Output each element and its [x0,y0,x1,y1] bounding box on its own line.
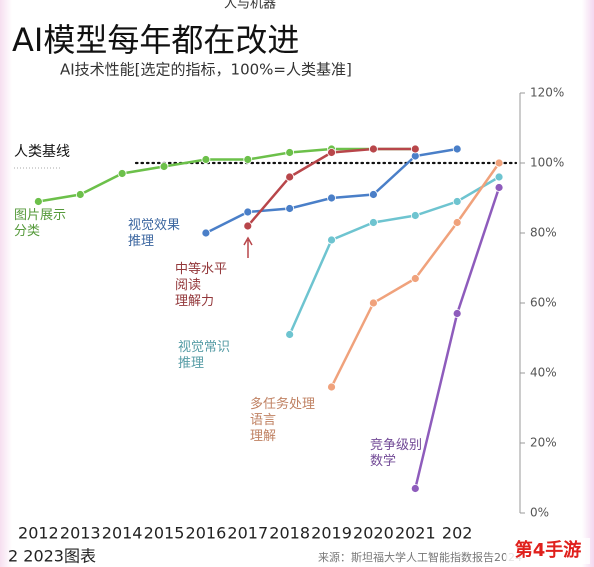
data-point [452,309,462,318]
data-point [285,148,295,157]
x-tick-label: 2012 [18,524,59,543]
y-tick-label: 20% [530,436,557,450]
x-tick-label: 2015 [144,524,185,543]
chart-subtitle: AI技术性能[选定的指标，100%=人类基准] [60,61,352,79]
data-point [285,204,295,213]
series-label: 多任务处理 语言 理解 [250,397,316,444]
arrow [243,236,253,258]
x-tick-label: 2017 [227,524,268,543]
data-point [494,183,504,192]
data-point [452,218,462,227]
data-point [285,330,295,339]
y-tick-label: 120% [530,86,564,100]
data-point [410,211,420,220]
series-label: 中等水平 阅读 理解力 [175,262,228,309]
x-tick-label: 2018 [269,524,310,543]
data-point [369,144,378,154]
header: 人与机器 [224,0,276,12]
series-label: 视觉效果 推理 [128,218,181,249]
x-tick-label: 2014 [102,524,143,543]
data-point [33,197,43,206]
x-tick-label: 2016 [186,524,227,543]
data-point [201,228,211,238]
chart-title: AI模型每年都在改进 [12,21,299,59]
data-point [117,169,127,178]
data-point [327,148,336,157]
data-point [369,218,378,227]
data-point [159,162,169,171]
data-point [452,197,462,206]
series-line [205,147,458,235]
y-tick-label: 100% [530,156,564,170]
footer-left: 2 2023图表 [8,547,96,566]
data-point [201,155,211,164]
data-point [243,207,253,217]
data-point [327,235,336,245]
series-label: 竞争级别 数学 [370,438,423,469]
data-point [452,144,462,154]
data-point [410,484,420,493]
x-tick-label: 2019 [311,524,352,543]
logo: 第4手游 [515,539,582,561]
x-tick-label: 202 [442,524,473,543]
data-point [285,172,295,182]
data-point [243,221,253,231]
data-point [494,172,504,182]
y-tick-label: 0% [530,506,549,520]
y-tick-label: 40% [530,366,557,380]
baseline-label: 人类基线 [14,143,70,160]
series-line [38,147,416,203]
data-point [369,298,378,308]
data-point [327,193,336,203]
data-point [327,382,336,392]
logo-bg [506,538,590,564]
series-line [246,147,416,227]
data-point [410,144,420,154]
data-point [410,274,420,283]
series-line [288,175,500,336]
data-point [369,190,378,199]
y-tick-label: 60% [530,296,557,310]
x-tick-label: 2021 [395,524,436,543]
data-point [75,190,85,199]
series-line [414,187,501,489]
x-tick-label: 2020 [353,524,394,543]
source: 来源：斯坦福大学人工智能指数报告2024 [318,550,522,564]
y-tick-label: 80% [530,226,557,240]
data-point [494,158,504,168]
x-tick-label: 2013 [60,524,101,543]
series-label: 视觉常识 推理 [178,340,231,371]
series-label: 图片展示 分类 [14,208,67,239]
data-point [243,155,253,164]
